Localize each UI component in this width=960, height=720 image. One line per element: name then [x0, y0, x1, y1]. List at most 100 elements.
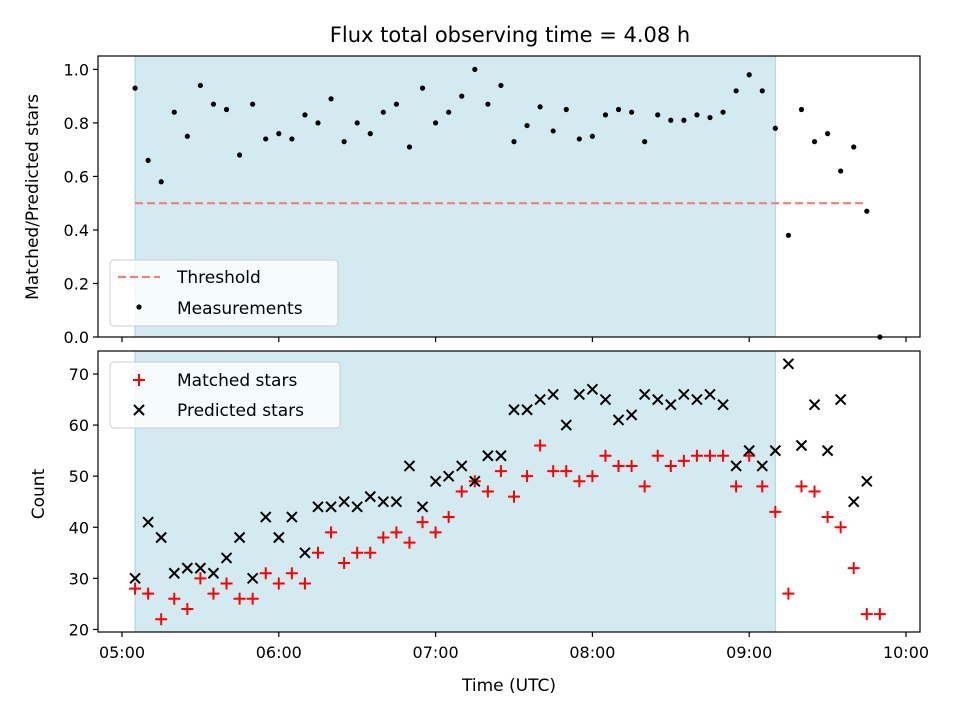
- matched-point: [508, 490, 520, 503]
- measurement-point: [733, 88, 739, 94]
- bottom-y-axis-label: Count: [29, 468, 49, 519]
- matched-point: [142, 587, 155, 600]
- measurement-point: [524, 122, 530, 129]
- matched-point: [181, 603, 194, 616]
- predicted-point: [782, 358, 795, 370]
- measurement-point: [563, 106, 569, 113]
- measurement-point: [589, 133, 596, 139]
- measurement-point: [171, 109, 177, 115]
- measurement-point: [864, 208, 870, 214]
- bottom-y-tick-label: 30: [69, 569, 89, 588]
- measurement-point: [328, 96, 334, 102]
- predicted-point: [769, 444, 782, 457]
- bottom-panel: 20 30 40 50 60 70 05:00 06:00 07:00 08:00 09:00 10:…: [69, 350, 929, 662]
- legend-matched-label: Matched stars: [177, 371, 297, 391]
- matched-point: [207, 587, 220, 600]
- matched-point: [220, 577, 233, 590]
- predicted-point: [312, 501, 324, 513]
- matched-point: [821, 511, 834, 524]
- predicted-point: [665, 398, 677, 411]
- top-y-tick-label: 0.0: [64, 328, 89, 347]
- measurement-point: [720, 109, 726, 115]
- predicted-point: [599, 393, 612, 406]
- measurement-point: [772, 125, 778, 131]
- predicted-point: [808, 398, 821, 411]
- bottom-series-2: [129, 358, 873, 585]
- predicted-point: [129, 572, 141, 585]
- measurement-point: [197, 82, 203, 89]
- matched-point: [481, 485, 494, 498]
- predicted-point: [573, 388, 586, 401]
- matched-point: [521, 470, 534, 483]
- measurement-point: [459, 93, 465, 99]
- matched-point: [730, 480, 743, 493]
- predicted-point: [286, 511, 298, 523]
- matched-point: [704, 449, 716, 462]
- top-legend: Threshold Measurements: [109, 259, 339, 327]
- bottom-y-tick-label: 50: [69, 467, 89, 486]
- matched-point: [808, 485, 821, 498]
- measurement-point: [472, 66, 478, 72]
- measurement-point: [798, 106, 805, 113]
- measurement-point: [354, 120, 360, 126]
- measurement-point: [210, 101, 217, 107]
- matched-point: [390, 526, 403, 539]
- legend-threshold-label: Threshold: [176, 268, 261, 288]
- matched-point: [377, 531, 390, 544]
- x-tick-label: 06:00: [256, 643, 302, 662]
- matched-point: [403, 536, 416, 549]
- matched-point: [298, 577, 311, 590]
- predicted-point: [442, 470, 455, 482]
- predicted-point: [861, 475, 873, 487]
- top-y-tick-label: 0.4: [64, 221, 89, 240]
- predicted-point: [521, 404, 533, 416]
- legend-matched-swatch: [133, 374, 145, 386]
- matched-point: [259, 567, 272, 580]
- legend-measurements-label: Measurements: [177, 299, 303, 319]
- x-axis-label: Time (UTC): [461, 676, 556, 696]
- x-tick-label: 07:00: [413, 643, 459, 662]
- matched-point: [664, 459, 677, 472]
- predicted-point: [364, 490, 376, 503]
- measurement-point: [393, 101, 399, 107]
- matched-point: [312, 546, 324, 559]
- predicted-point: [338, 496, 350, 508]
- matched-point: [233, 592, 246, 605]
- matched-point: [338, 557, 351, 570]
- matched-point: [782, 587, 795, 600]
- predicted-point: [168, 567, 180, 579]
- bottom-y-tick-label: 60: [69, 416, 89, 435]
- top-legend-box: [109, 259, 339, 327]
- predicted-point: [495, 450, 507, 462]
- top-axes-frame: [97, 55, 921, 338]
- matched-point: [586, 470, 599, 483]
- measurement-point: [263, 136, 269, 142]
- predicted-point: [469, 475, 481, 487]
- predicted-point: [260, 511, 272, 523]
- matched-point: [625, 459, 638, 472]
- matched-point: [442, 511, 455, 524]
- predicted-point: [534, 393, 546, 406]
- measurement-point: [250, 101, 256, 107]
- matched-point: [364, 546, 377, 559]
- measurement-point: [380, 109, 386, 115]
- bottom-y-tick-label: 70: [69, 365, 89, 384]
- measurement-point: [838, 168, 844, 174]
- measurement-point: [825, 131, 831, 137]
- measurement-point: [289, 136, 295, 142]
- matched-point: [860, 608, 873, 621]
- measurement-point: [785, 232, 792, 238]
- predicted-point: [704, 388, 716, 401]
- measurement-point: [759, 88, 765, 94]
- top-y-tick-label: 1.0: [64, 60, 89, 79]
- matched-point: [416, 516, 429, 529]
- measurement-point: [642, 139, 648, 145]
- predicted-point: [273, 531, 285, 544]
- measurement-point: [302, 112, 308, 118]
- measurement-point: [184, 133, 190, 139]
- predicted-point: [848, 496, 860, 508]
- predicted-point: [560, 419, 572, 431]
- measurement-point: [419, 85, 426, 91]
- matched-point: [756, 480, 769, 493]
- predicted-point: [325, 501, 337, 513]
